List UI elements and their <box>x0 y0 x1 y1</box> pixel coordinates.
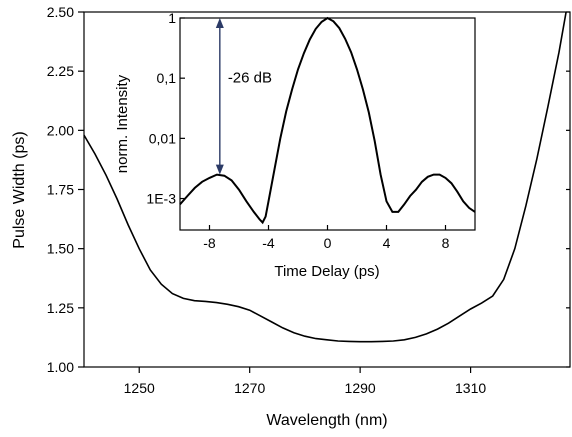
inset-x-tick-label: 4 <box>383 235 391 251</box>
inset-x-tick-label: -4 <box>262 235 275 251</box>
annotation-arrowhead-bottom <box>215 164 224 175</box>
main-y-tick-label: 1.75 <box>47 182 74 198</box>
main-y-tick-label: 1.50 <box>47 241 74 257</box>
main-y-ticks: 1.00 1.25 1.50 1.75 2.00 2.25 2.50 <box>47 4 84 375</box>
inset-x-tick-label: 0 <box>324 235 332 251</box>
inset-x-tick-label: 8 <box>442 235 450 251</box>
main-series-line <box>83 11 567 343</box>
main-x-axis-label: Wavelength (nm) <box>266 412 387 429</box>
main-chart: 1.00 1.25 1.50 1.75 2.00 2.25 2.50 1250 1270 129… <box>11 4 571 429</box>
main-x-tick-label: 1310 <box>455 380 486 396</box>
inset-series-line <box>179 16 476 225</box>
main-x-ticks: 1250 1270 1290 1310 <box>124 367 486 396</box>
annotation-arrowhead-top <box>215 18 224 28</box>
inset-x-ticks: -8 -4 0 4 8 <box>203 225 450 251</box>
main-y-tick-label: 1.00 <box>47 359 74 375</box>
inset-y-ticks: 1 0,1 0,01 1E-3 <box>146 10 185 207</box>
inset-annotation: -26 dB <box>215 18 272 175</box>
main-y-tick-label: 2.50 <box>47 4 74 20</box>
inset-background <box>180 18 475 230</box>
inset-x-axis-label: Time Delay (ps) <box>274 263 379 280</box>
inset-y-tick-label: 0,1 <box>157 70 177 86</box>
main-x-tick-label: 1290 <box>345 380 376 396</box>
main-y-tick-label: 2.25 <box>47 63 74 79</box>
inset-y-tick-label: 1 <box>168 10 176 26</box>
inset-y-tick-label: 0,01 <box>149 130 176 146</box>
inset-chart: 1 0,1 0,01 1E-3 -8 -4 0 4 8 -26 dB Time Delay (… <box>114 10 476 280</box>
main-y-axis-label: Pulse Width (ps) <box>11 131 28 248</box>
annotation-label: -26 dB <box>228 69 272 86</box>
main-x-tick-label: 1270 <box>234 380 265 396</box>
main-y-tick-label: 1.25 <box>47 300 74 316</box>
inset-y-axis-label: norm. Intensity <box>114 74 131 173</box>
main-y-tick-label: 2.00 <box>47 122 74 138</box>
main-right-ticks <box>566 11 570 368</box>
inset-y-tick-label: 1E-3 <box>146 191 176 207</box>
inset-x-tick-label: -8 <box>203 235 216 251</box>
main-x-tick-label: 1250 <box>124 380 155 396</box>
